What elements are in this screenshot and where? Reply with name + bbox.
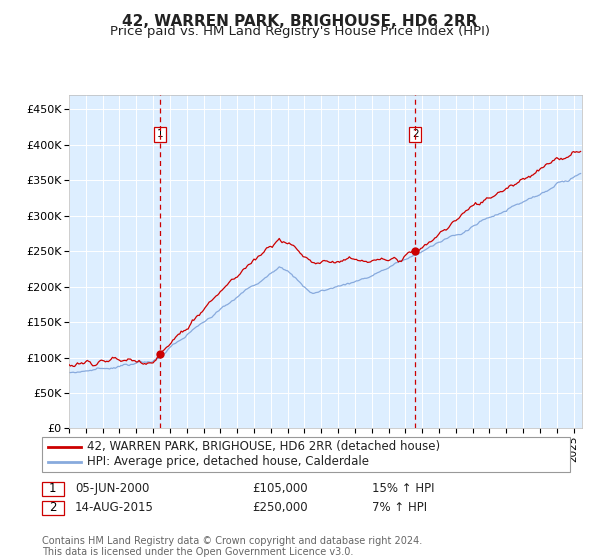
Text: 42, WARREN PARK, BRIGHOUSE, HD6 2RR (detached house): 42, WARREN PARK, BRIGHOUSE, HD6 2RR (det…: [87, 440, 440, 453]
Text: 05-JUN-2000: 05-JUN-2000: [75, 482, 149, 496]
Text: 7% ↑ HPI: 7% ↑ HPI: [372, 501, 427, 515]
Text: 42, WARREN PARK, BRIGHOUSE, HD6 2RR: 42, WARREN PARK, BRIGHOUSE, HD6 2RR: [122, 14, 478, 29]
Text: 14-AUG-2015: 14-AUG-2015: [75, 501, 154, 515]
Text: 2: 2: [49, 501, 56, 515]
Text: 2: 2: [412, 129, 419, 139]
Text: 1: 1: [49, 482, 56, 496]
Text: Contains HM Land Registry data © Crown copyright and database right 2024.
This d: Contains HM Land Registry data © Crown c…: [42, 535, 422, 557]
Text: 1: 1: [157, 129, 163, 139]
Text: Price paid vs. HM Land Registry's House Price Index (HPI): Price paid vs. HM Land Registry's House …: [110, 25, 490, 38]
Text: £105,000: £105,000: [252, 482, 308, 496]
Text: 15% ↑ HPI: 15% ↑ HPI: [372, 482, 434, 496]
Text: £250,000: £250,000: [252, 501, 308, 515]
Text: HPI: Average price, detached house, Calderdale: HPI: Average price, detached house, Cald…: [87, 455, 369, 468]
